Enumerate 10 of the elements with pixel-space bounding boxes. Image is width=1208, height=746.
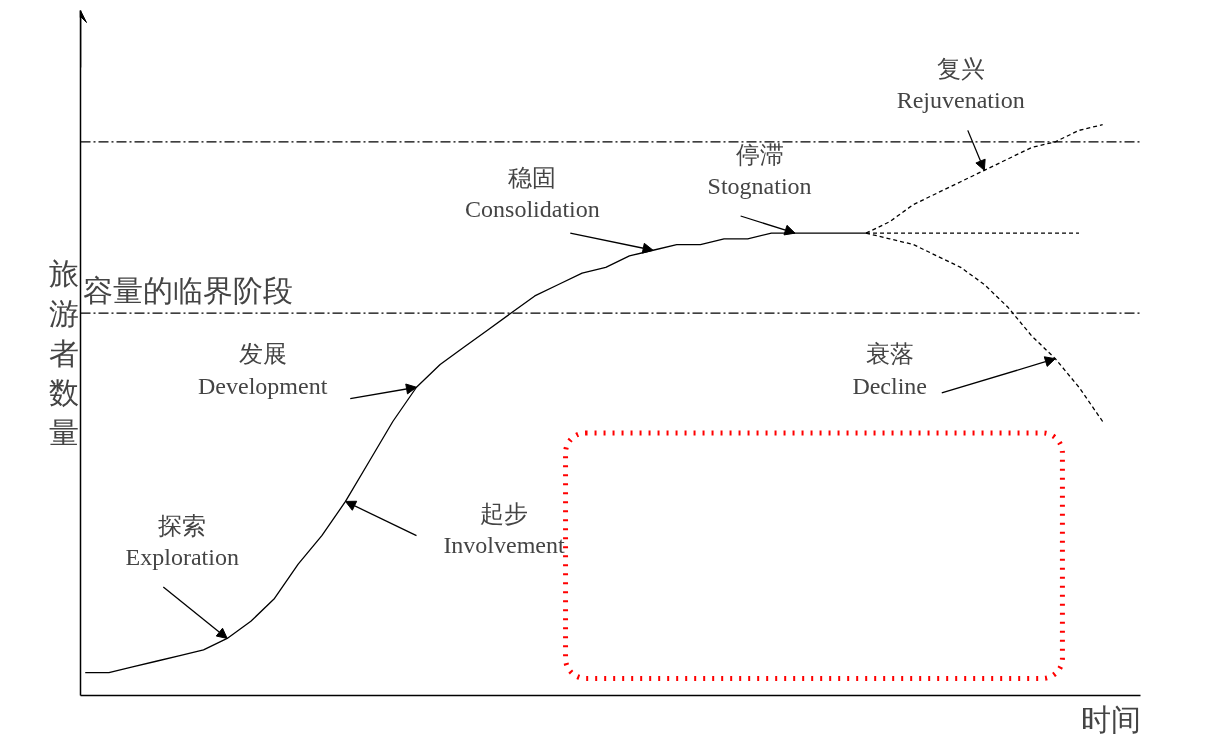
annotation: 衰落 Decline — [852, 341, 928, 399]
ref-line-label: 容量的临界阶段 — [82, 274, 293, 308]
x-axis-title: 时间 — [1080, 702, 1141, 736]
annotation: 稳固 Consolidation — [465, 164, 600, 222]
annotation: 探索 Exploration — [125, 512, 239, 570]
annotation: 停滞 Stognation — [707, 141, 812, 199]
text: 复兴 Rejuvenation — [896, 56, 1025, 114]
annotation: 起步 Involvement — [443, 501, 566, 559]
y-axis-title: 旅游者数量 — [48, 257, 79, 449]
annotation: 发展 Development — [198, 341, 328, 399]
